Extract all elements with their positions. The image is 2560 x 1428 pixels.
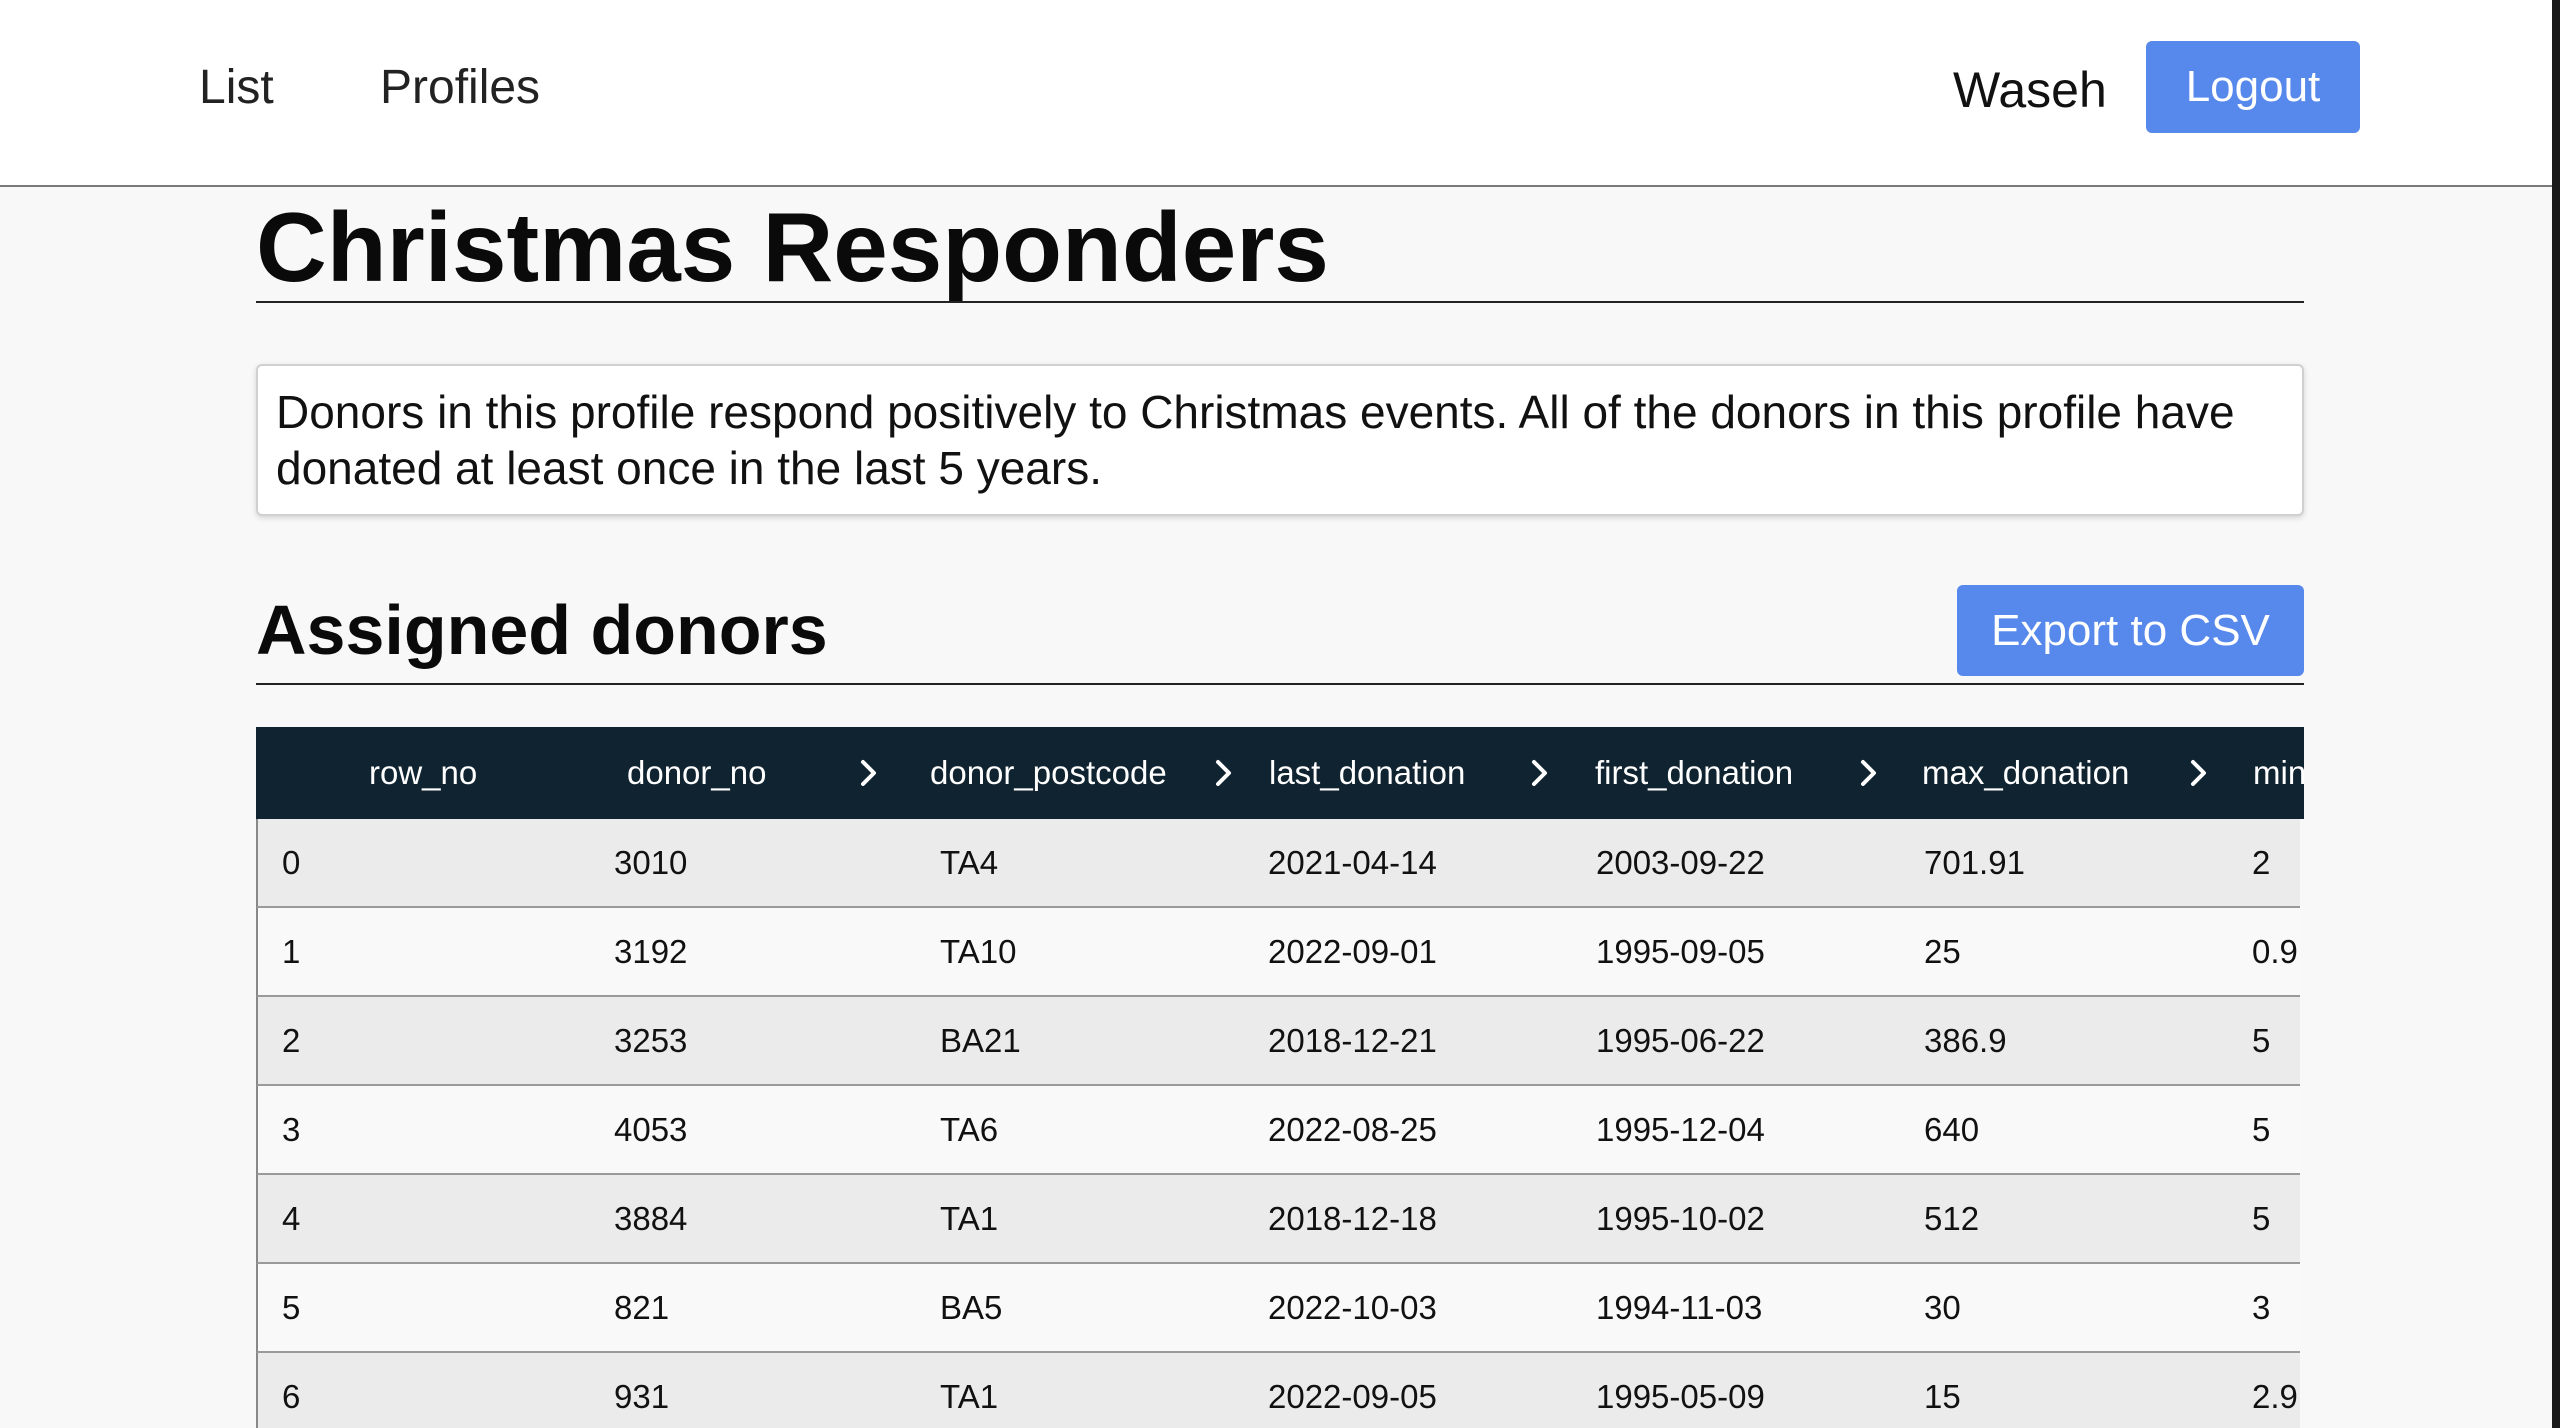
cell-max-donation: 30	[1924, 1289, 1961, 1326]
cell-donor-postcode: TA6	[940, 1111, 999, 1148]
cell-donor-no: 931	[614, 1378, 670, 1415]
cell-min-donation: 3	[2252, 1289, 2271, 1326]
table-row[interactable]: 4 3884 TA1 2018-12-18 1995-10-02 512 5	[256, 1175, 2300, 1264]
cell-min-donation: 5	[2252, 1111, 2271, 1148]
cell-donor-no: 3884	[614, 1200, 688, 1237]
window-edge	[2552, 0, 2560, 1428]
cell-first-donation: 1995-12-04	[1596, 1111, 1765, 1148]
cell-first-donation: 1995-06-22	[1596, 1022, 1765, 1059]
cell-max-donation: 15	[1924, 1378, 1961, 1415]
navbar: List Profiles Waseh Logout	[0, 0, 2552, 187]
cell-first-donation: 2003-09-22	[1596, 844, 1765, 881]
column-header-max-donation[interactable]: max_donation	[1922, 754, 2130, 791]
cell-row-no: 4	[282, 1200, 301, 1237]
profile-description: Donors in this profile respond positivel…	[276, 386, 2235, 494]
cell-max-donation: 701.91	[1924, 844, 2025, 881]
cell-row-no: 2	[282, 1022, 301, 1059]
table-row[interactable]: 6 931 TA1 2022-09-05 1995-05-09 15 2.9	[256, 1353, 2300, 1428]
donors-table: row_no donor_no donor_postcode last_dona…	[256, 727, 2304, 1428]
cell-last-donation: 2022-10-03	[1268, 1289, 1437, 1326]
table-row[interactable]: 5 821 BA5 2022-10-03 1994-11-03 30 3	[256, 1264, 2300, 1353]
cell-first-donation: 1995-10-02	[1596, 1200, 1765, 1237]
table-header: row_no donor_no donor_postcode last_dona…	[256, 727, 2304, 819]
cell-row-no: 1	[282, 933, 301, 970]
cell-donor-postcode: TA1	[940, 1378, 999, 1415]
nav-list-link[interactable]: List	[199, 61, 274, 114]
cell-last-donation: 2018-12-18	[1268, 1200, 1437, 1237]
chevron-right-icon[interactable]	[853, 757, 885, 789]
cell-max-donation: 25	[1924, 933, 1961, 970]
column-header-last-donation[interactable]: last_donation	[1269, 754, 1466, 791]
table-row[interactable]: 2 3253 BA21 2018-12-21 1995-06-22 386.9 …	[256, 997, 2300, 1086]
cell-last-donation: 2022-09-01	[1268, 933, 1437, 970]
cell-min-donation: 2.9	[2252, 1378, 2298, 1415]
title-divider	[256, 301, 2304, 303]
export-csv-button[interactable]: Export to CSV	[1957, 585, 2304, 676]
cell-max-donation: 512	[1924, 1200, 1980, 1237]
column-header-first-donation[interactable]: first_donation	[1595, 754, 1794, 791]
cell-donor-postcode: TA1	[940, 1200, 999, 1237]
cell-first-donation: 1995-09-05	[1596, 933, 1765, 970]
cell-last-donation: 2021-04-14	[1268, 844, 1437, 881]
column-header-donor-no[interactable]: donor_no	[627, 754, 767, 791]
cell-donor-no: 821	[614, 1289, 670, 1326]
table-row[interactable]: 1 3192 TA10 2022-09-01 1995-09-05 25 0.9	[256, 908, 2300, 997]
nav-profiles-link[interactable]: Profiles	[380, 61, 541, 114]
cell-last-donation: 2022-09-05	[1268, 1378, 1437, 1415]
cell-min-donation: 0.9	[2252, 933, 2298, 970]
cell-last-donation: 2022-08-25	[1268, 1111, 1437, 1148]
cell-row-no: 6	[282, 1378, 301, 1415]
page-title: Christmas Responders	[256, 192, 1329, 302]
cell-min-donation: 5	[2252, 1200, 2271, 1237]
profile-description-card: Donors in this profile respond positivel…	[256, 364, 2304, 516]
chevron-right-icon[interactable]	[2183, 757, 2215, 789]
cell-row-no: 0	[282, 844, 301, 881]
cell-donor-no: 3010	[614, 844, 688, 881]
section-title: Assigned donors	[256, 591, 828, 669]
cell-row-no: 5	[282, 1289, 301, 1326]
cell-donor-postcode: BA21	[940, 1022, 1021, 1059]
user-name: Waseh	[1953, 62, 2107, 118]
column-header-min-donation[interactable]: min	[2253, 754, 2304, 791]
table-row[interactable]: 0 3010 TA4 2021-04-14 2003-09-22 701.91 …	[256, 819, 2300, 908]
cell-donor-no: 4053	[614, 1111, 688, 1148]
column-header-row-no[interactable]: row_no	[369, 754, 478, 791]
section-divider	[256, 683, 2304, 685]
table-row[interactable]: 3 4053 TA6 2022-08-25 1995-12-04 640 5	[256, 1086, 2300, 1175]
cell-donor-postcode: TA4	[940, 844, 999, 881]
logout-button[interactable]: Logout	[2146, 41, 2360, 133]
cell-first-donation: 1994-11-03	[1596, 1289, 1763, 1326]
chevron-right-icon[interactable]	[1853, 757, 1885, 789]
cell-donor-postcode: BA5	[940, 1289, 1003, 1326]
cell-donor-postcode: TA10	[940, 933, 1017, 970]
cell-min-donation: 2	[2252, 844, 2271, 881]
chevron-right-icon[interactable]	[1208, 757, 1240, 789]
cell-max-donation: 386.9	[1924, 1022, 2007, 1059]
cell-donor-no: 3192	[614, 933, 688, 970]
cell-row-no: 3	[282, 1111, 301, 1148]
cell-max-donation: 640	[1924, 1111, 1980, 1148]
chevron-right-icon[interactable]	[1524, 757, 1556, 789]
column-header-donor-postcode[interactable]: donor_postcode	[930, 754, 1167, 791]
cell-min-donation: 5	[2252, 1022, 2271, 1059]
cell-last-donation: 2018-12-21	[1268, 1022, 1437, 1059]
cell-first-donation: 1995-05-09	[1596, 1378, 1765, 1415]
cell-donor-no: 3253	[614, 1022, 688, 1059]
